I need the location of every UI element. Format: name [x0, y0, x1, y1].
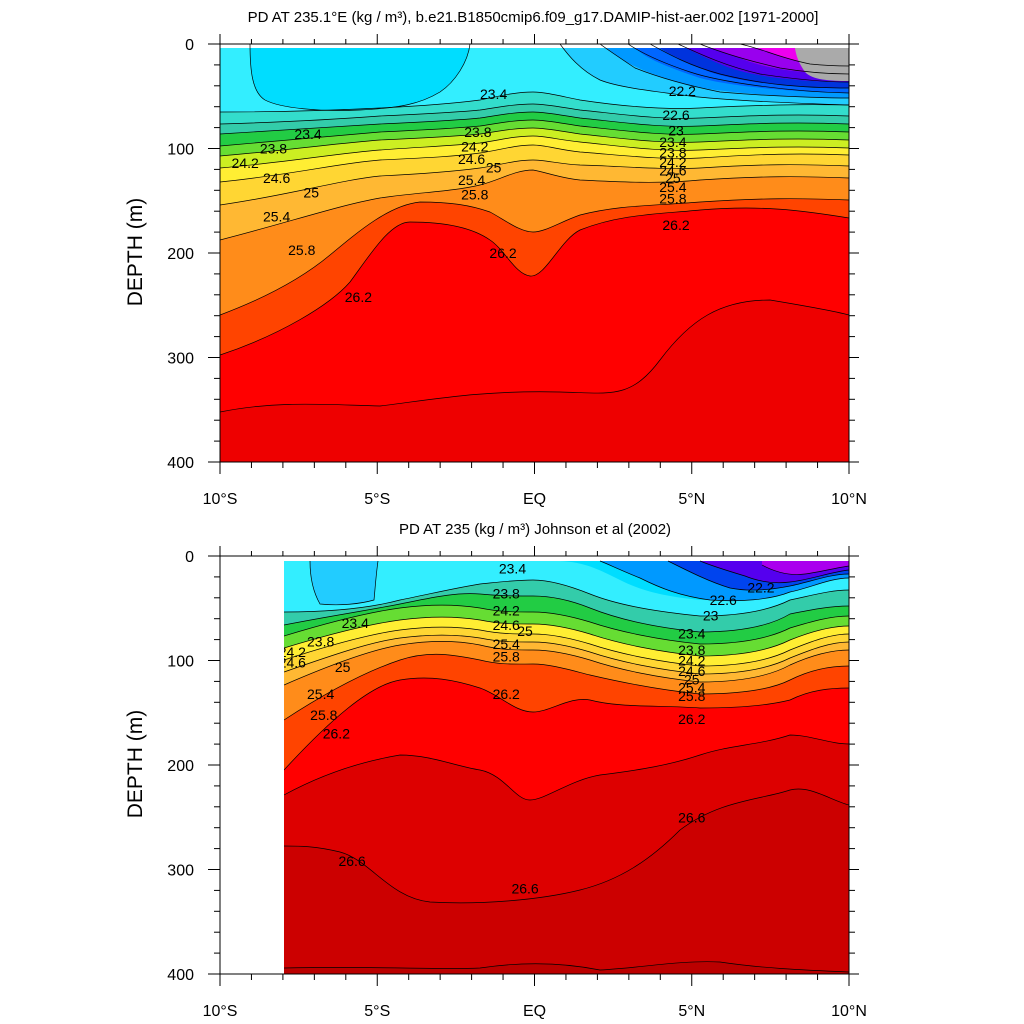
contour-label: 22.6: [662, 107, 689, 123]
contour-label: 25: [335, 659, 351, 675]
contour-labels-model: 23.423.423.823.824.224.224.624.6252525.4…: [232, 83, 697, 305]
contour-label: 25.8: [659, 191, 686, 207]
contour-label: 26.2: [678, 711, 705, 727]
contour-label: 25.4: [458, 172, 485, 188]
contour-labels-obs: 23.423.423.823.824.224.224.624.6252525.4…: [279, 561, 775, 897]
contour-label: 23: [668, 123, 684, 139]
contour-label: 24.6: [659, 162, 686, 178]
y-tick-label: 300: [167, 863, 194, 880]
contour-label: 25.4: [659, 179, 686, 195]
y-tick-label: 0: [185, 549, 194, 566]
contour-label: 23.8: [493, 586, 520, 602]
contour-label: 26.6: [338, 853, 365, 869]
contour-label: 26.6: [511, 880, 538, 896]
contour-label: 23.8: [464, 124, 491, 140]
contour-lines-obs: [284, 560, 849, 973]
y-tick-label: 200: [167, 246, 194, 263]
contour-label: 26.2: [345, 289, 372, 305]
x-tick-label: 5°S: [364, 491, 390, 508]
contour-label: 23.8: [659, 145, 686, 161]
contour-label: 25: [665, 170, 681, 186]
contour-label: 25.4: [263, 208, 290, 224]
contour-label: 25.8: [310, 707, 337, 723]
contour-label: 25.4: [493, 636, 520, 652]
contour-label: 23.4: [342, 615, 369, 631]
contour-label: 23: [703, 608, 719, 624]
contour-label: 26.2: [662, 217, 689, 233]
surface-band-obs: [284, 556, 849, 561]
contour-label: 23.4: [294, 126, 321, 142]
contour-label: 25.8: [461, 186, 488, 202]
contour-label: 23.4: [659, 134, 686, 150]
x-tick-label: 5°N: [678, 1003, 705, 1020]
x-tick-label: 10°S: [203, 1003, 238, 1020]
panel-obs-ylabel: DEPTH (m): [124, 710, 147, 819]
contour-label: 24.2: [461, 138, 488, 154]
contour-label: 23.4: [499, 561, 526, 577]
y-tick-label: 400: [167, 967, 194, 984]
x-tick-label: EQ: [523, 491, 546, 508]
contour-label: 22.6: [710, 592, 737, 608]
x-tick-label: 10°S: [203, 491, 238, 508]
x-tick-label: 10°N: [831, 1003, 867, 1020]
contour-label: 22.2: [747, 579, 774, 595]
y-tick-label: 100: [167, 654, 194, 671]
contour-label: 25.8: [678, 688, 705, 704]
contour-label: 25.4: [678, 680, 705, 696]
contour-label: 23.4: [480, 86, 507, 102]
contour-label: 24.6: [678, 663, 705, 679]
y-tick-label: 400: [167, 455, 194, 472]
contour-label: 24.2: [678, 653, 705, 669]
x-tick-label: 5°S: [364, 1003, 390, 1020]
fill-21-6: [762, 561, 849, 575]
panel-model-axes: 0 100 200 300 400 10°S 5°S EQ 5°N 10°N: [167, 34, 867, 508]
y-tick-label: 0: [185, 37, 194, 54]
contour-label: 24.2: [659, 154, 686, 170]
panel-model-ylabel: DEPTH (m): [124, 198, 147, 307]
contour-label: 25.8: [288, 242, 315, 258]
x-tick-label: EQ: [523, 1003, 546, 1020]
contour-label: 25: [684, 671, 700, 687]
y-tick-label: 300: [167, 351, 194, 368]
contour-label: 24.2: [493, 602, 520, 618]
contour-label: 25: [303, 184, 319, 200]
surface-band: [220, 44, 849, 48]
fill-23-0-left: [310, 561, 378, 605]
contour-label: 24.6: [493, 617, 520, 633]
y-tick-label: 100: [167, 142, 194, 159]
contour-lines: [220, 44, 849, 413]
panel-model-title: PD AT 235.1°E (kg / m³), b.e21.B1850cmip…: [248, 9, 819, 26]
contour-label: 23.8: [307, 634, 334, 650]
contour-label: 25: [517, 623, 533, 639]
contour-label: 25: [486, 159, 502, 175]
panel-model: PD AT 235.1°E (kg / m³), b.e21.B1850cmip…: [124, 9, 867, 508]
contour-label: 24.6: [263, 170, 290, 186]
contour-label: 25.8: [493, 648, 520, 664]
contour-label: 24.6: [279, 655, 306, 671]
contour-label: 23.8: [678, 642, 705, 658]
contour-label: 23.4: [678, 625, 705, 641]
x-tick-label: 10°N: [831, 491, 867, 508]
contour-label: 26.6: [678, 809, 705, 825]
contour-label: 25.4: [307, 686, 334, 702]
fill-deep: [220, 300, 849, 462]
fill-gray: [795, 48, 849, 81]
contour-label: 22.2: [669, 83, 696, 99]
contour-label: 23.8: [260, 141, 287, 157]
contour-label: 24.2: [279, 644, 306, 660]
panel-obs: PD AT 235 (kg / m³) Johnson et al (2002)…: [124, 521, 867, 1020]
y-tick-label: 200: [167, 758, 194, 775]
x-tick-label: 5°N: [678, 491, 705, 508]
contour-label: 26.2: [493, 686, 520, 702]
panel-obs-axes: 0 100 200 300 400 10°S 5°S EQ 5°N 10°N: [167, 546, 867, 1020]
panel-obs-title: PD AT 235 (kg / m³) Johnson et al (2002): [399, 521, 671, 538]
contour-label: 24.2: [232, 155, 259, 171]
fill-23-2: [250, 44, 470, 111]
contour-label: 24.6: [458, 151, 485, 167]
contour-label: 26.2: [489, 245, 516, 261]
contour-label: 26.2: [323, 726, 350, 742]
